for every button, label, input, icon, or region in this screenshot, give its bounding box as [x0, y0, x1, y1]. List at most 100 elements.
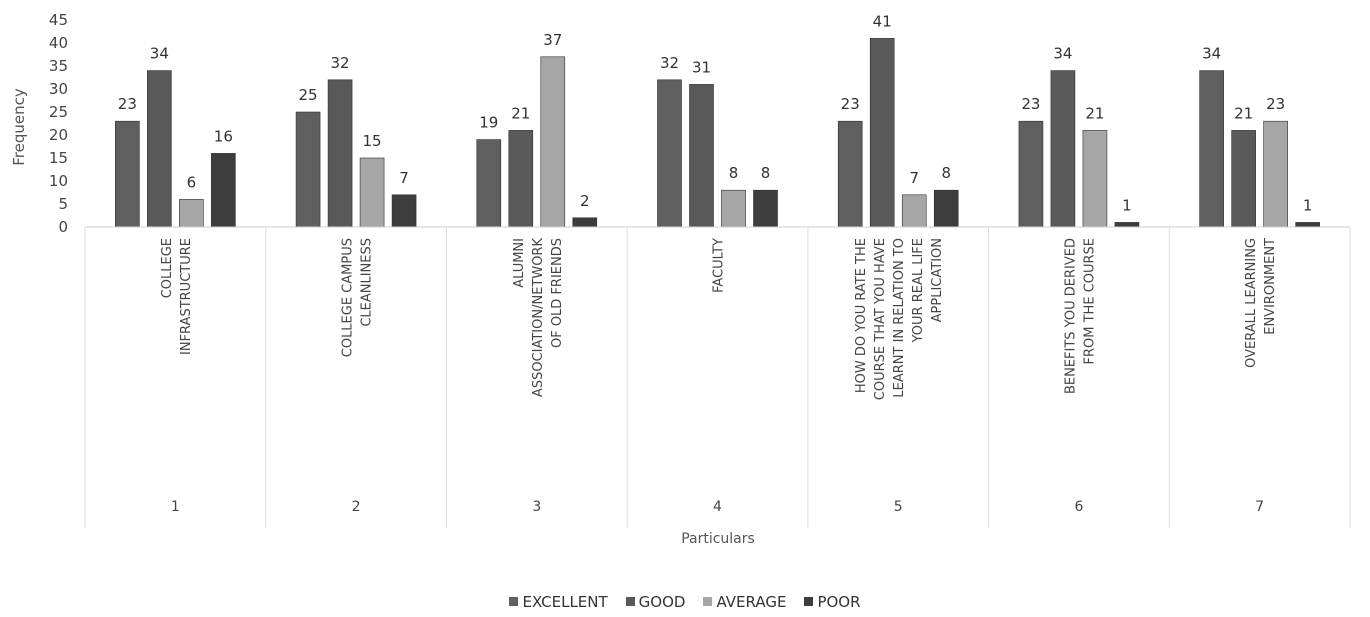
y-tick-label: 0 [58, 218, 68, 236]
bar-poor [933, 189, 959, 228]
y-axis: 0 5 10 15 20 25 30 35 40 45 [49, 11, 68, 236]
data-label: 21 [1085, 104, 1104, 122]
category-number: 6 [1074, 499, 1083, 515]
bar-average [179, 199, 204, 228]
bar-average [1082, 130, 1108, 228]
category-label: OVERALL LEARNING [1244, 238, 1259, 368]
data-label: 41 [873, 12, 892, 30]
category-number: 7 [1255, 499, 1264, 515]
category-number: 1 [171, 499, 180, 515]
legend-item-average: AVERAGE [703, 593, 786, 611]
bar-average [1263, 120, 1288, 228]
data-label: 25 [299, 86, 318, 104]
bar-good [327, 79, 353, 228]
category-label: APPLICATION [930, 238, 945, 322]
bar-excellent [1199, 70, 1224, 228]
data-label: 23 [1021, 95, 1040, 113]
bar-average [721, 189, 746, 228]
bar-poor [753, 189, 778, 228]
legend-label: POOR [817, 593, 861, 611]
y-axis-title: Frequency [10, 88, 28, 166]
category-label: LEARNT IN RELATION TO [892, 238, 907, 398]
bar-average [359, 157, 385, 228]
data-label: 6 [187, 173, 197, 191]
y-tick-label: 25 [49, 103, 68, 121]
legend: EXCELLENT GOOD AVERAGE POOR [0, 593, 1370, 611]
category-label: ASSOCIATION/NETWORK [531, 238, 546, 398]
bar-excellent [295, 111, 321, 228]
bar-poor [572, 217, 598, 228]
data-label: 8 [729, 164, 739, 182]
data-label: 34 [1053, 45, 1072, 63]
bar-average [540, 56, 566, 228]
bar-poor [211, 153, 236, 228]
data-label: 19 [479, 114, 498, 132]
data-label: 23 [118, 95, 137, 113]
data-label: 15 [363, 132, 382, 150]
category-label: FROM THE COURSE [1082, 238, 1097, 364]
bar-poor [391, 194, 417, 228]
data-label: 23 [841, 95, 860, 113]
category-number: 3 [532, 499, 541, 515]
y-tick-label: 30 [49, 80, 68, 98]
category-label: COLLEGE [160, 238, 175, 298]
data-label: 7 [909, 169, 919, 187]
y-tick-label: 20 [49, 126, 68, 144]
bar-excellent [1018, 120, 1044, 228]
legend-swatch [804, 597, 814, 606]
data-label: 37 [543, 31, 562, 49]
category-label: COLLEGE CAMPUS [341, 238, 356, 357]
category-label: INFRASTRUCTURE [179, 238, 194, 355]
legend-item-poor: POOR [804, 593, 861, 611]
x-axis: COLLEGE INFRASTRUCTURE 1 COLLEGE CAMPUS CLEA… [84, 226, 1351, 528]
category-label: ALUMNI [512, 238, 527, 288]
category-number: 2 [352, 499, 361, 515]
bar-good [508, 130, 534, 228]
y-tick-label: 5 [58, 195, 68, 213]
bar-good [1231, 130, 1256, 228]
category-label: ENVIRONMENT [1263, 238, 1278, 335]
bar-excellent [476, 139, 502, 228]
bar-excellent [837, 120, 863, 228]
bar-average [901, 194, 927, 228]
data-label: 32 [331, 54, 350, 72]
x-axis-title: Particulars [681, 531, 755, 547]
data-label: 21 [511, 104, 530, 122]
legend-swatch [625, 597, 635, 606]
y-tick-label: 35 [49, 57, 68, 75]
data-label: 8 [761, 164, 771, 182]
data-label: 1 [1303, 196, 1313, 214]
data-label: 34 [1202, 45, 1221, 63]
bar-poor [1114, 222, 1140, 228]
bar-good [689, 84, 714, 228]
bar-excellent [115, 120, 140, 228]
data-label: 23 [1266, 95, 1285, 113]
category-number: 4 [713, 499, 722, 515]
data-label: 1 [1122, 196, 1132, 214]
y-tick-label: 10 [49, 172, 68, 190]
legend-swatch [509, 597, 519, 606]
category-label: HOW DO YOU RATE THE [854, 238, 869, 393]
data-label: 31 [692, 58, 711, 76]
category-label: OF OLD FRIENDS [550, 238, 565, 348]
legend-label: GOOD [638, 593, 686, 611]
category-label: BENEFITS YOU DERIVED [1063, 238, 1078, 394]
category-number: 5 [894, 499, 903, 515]
y-tick-label: 40 [49, 34, 68, 52]
legend-label: EXCELLENT [522, 593, 608, 611]
data-label: 16 [214, 127, 233, 145]
legend-item-good: GOOD [625, 593, 686, 611]
legend-label: AVERAGE [716, 593, 787, 611]
bar-good [1050, 70, 1076, 228]
bar-poor [1295, 222, 1320, 228]
category-label: CLEANLINESS [360, 238, 375, 327]
bar-good [869, 38, 895, 228]
category-label: FACULTY [712, 238, 727, 293]
data-label: 2 [580, 192, 590, 210]
data-label: 32 [660, 54, 679, 72]
data-label: 21 [1234, 104, 1253, 122]
data-label: 34 [150, 45, 169, 63]
y-tick-label: 15 [49, 149, 68, 167]
